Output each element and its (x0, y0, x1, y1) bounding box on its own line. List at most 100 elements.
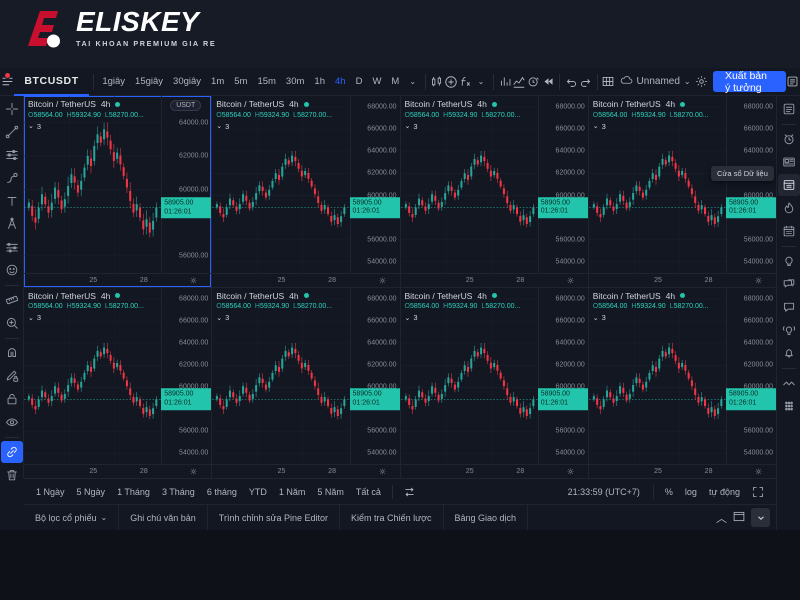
scale-option-%[interactable]: % (664, 486, 673, 497)
timeframe-1m[interactable]: 1m (211, 76, 225, 87)
chart-settings-gear-icon[interactable] (755, 468, 762, 477)
timeframe-4h[interactable]: 4h (334, 76, 346, 87)
timeframe-15giây[interactable]: 15giây (135, 76, 164, 87)
watchlist-icon[interactable] (778, 98, 800, 120)
trash-icon[interactable] (1, 464, 23, 486)
candlestick-plot[interactable] (24, 287, 162, 464)
fib-compass-icon[interactable] (1, 213, 23, 235)
chart-settings-gear-icon[interactable] (755, 277, 762, 286)
timeframe-30m[interactable]: 30m (285, 76, 305, 87)
chart-pane[interactable]: Bitcoin / TetherUS 4h O58564.00 H59324.90 L5… (588, 287, 776, 478)
time-axis[interactable]: 25 28 (212, 464, 400, 478)
trendline-icon[interactable] (1, 121, 23, 143)
calendar-icon[interactable] (778, 220, 800, 242)
time-axis[interactable]: 25 28 (400, 464, 588, 478)
scale-option-tự động[interactable]: tự động (708, 486, 740, 497)
timeframe-M[interactable]: M (391, 76, 400, 87)
range-1-năm[interactable]: 1 Năm (278, 486, 306, 497)
sync-ranges-icon[interactable] (398, 478, 422, 506)
magnet-icon[interactable] (1, 342, 23, 364)
pencil-lock-icon[interactable] (1, 365, 23, 387)
timeframe-30giây[interactable]: 30giây (173, 76, 202, 87)
fullscreen-icon[interactable] (746, 478, 770, 506)
chart-pane[interactable]: Bitcoin / TetherUS 4h O58564.00 H59324.90 L5… (212, 287, 400, 478)
chevron-up-icon[interactable]: ︿ (716, 512, 727, 525)
time-axis[interactable]: 25 28 (212, 272, 400, 287)
add-indicator-plus-icon[interactable] (444, 68, 458, 96)
timeframe-chevron-down-icon[interactable]: ⌄ (409, 77, 417, 86)
timeframe-1giây[interactable]: 1giây (102, 76, 126, 87)
range-1-tháng[interactable]: 1 Tháng (117, 486, 150, 497)
candlestick-plot[interactable] (588, 96, 726, 273)
symbol-search-button[interactable]: BTCUSDT (14, 68, 89, 96)
chart-settings-gear-icon[interactable] (567, 468, 574, 477)
window-icon[interactable] (733, 509, 745, 527)
ideas-bulb-icon[interactable] (778, 250, 800, 272)
chart-pane[interactable]: Bitcoin / TetherUS 4h O58564.00 H59324.90 L5… (400, 287, 588, 478)
price-axis[interactable]: USDT 64000.00 62000.00 60000.00 56000.00 5890… (161, 96, 212, 273)
panel-tab-1[interactable]: Ghi chú văn bản (119, 504, 208, 531)
chat-icon[interactable] (778, 273, 800, 295)
timeframe-15m[interactable]: 15m (257, 76, 276, 87)
time-axis[interactable]: 25 28 (588, 464, 776, 478)
chart-pane[interactable]: Bitcoin / TetherUS 4h O58564.00 H59324.90 L5… (588, 96, 776, 287)
undo-icon[interactable] (564, 68, 578, 96)
text-tool-icon[interactable] (1, 190, 23, 212)
candlestick-plot[interactable] (212, 96, 350, 273)
chart-pane[interactable]: Bitcoin / TetherUS 4h O58564.00 H59324.90 L5… (24, 96, 212, 287)
dots-grid-icon[interactable] (778, 395, 800, 417)
panel-tab-2[interactable]: Trình chỉnh sửa Pine Editor (208, 504, 341, 531)
candlestick-plot[interactable] (400, 287, 538, 464)
range-ytd[interactable]: YTD (248, 486, 267, 497)
range-tất-cả[interactable]: Tất cả (355, 486, 381, 497)
timeframe-5m[interactable]: 5m (234, 76, 248, 87)
range-5-năm[interactable]: 5 Năm (317, 486, 344, 497)
alarm-clock-icon[interactable] (778, 128, 800, 150)
horizontal-lines-icon[interactable] (1, 144, 23, 166)
price-axis[interactable]: 68000.0066000.0064000.0062000.0060000.00… (726, 96, 776, 273)
layout-name-button[interactable]: Unnamed ⌄ (616, 75, 695, 88)
data-window-icon[interactable] (777, 174, 800, 196)
hotlist-flame-icon[interactable] (778, 197, 800, 219)
candlestick-plot[interactable] (24, 96, 162, 273)
range-6-tháng[interactable]: 6 tháng (206, 486, 237, 497)
chart-settings-gear-icon[interactable] (190, 277, 197, 286)
candlestick-plot[interactable] (400, 96, 538, 273)
time-axis[interactable]: 25 28 (400, 272, 588, 287)
scale-option-log[interactable]: log (684, 486, 697, 497)
zoom-in-icon[interactable] (1, 312, 23, 334)
replay-icon[interactable] (541, 68, 555, 96)
chart-pane[interactable]: Bitcoin / TetherUS 4h O58564.00 H59324.90 L5… (212, 96, 400, 287)
crosshair-icon[interactable] (1, 98, 23, 120)
redo-icon[interactable] (578, 68, 592, 96)
timeframe-1h[interactable]: 1h (314, 76, 325, 87)
time-axis[interactable]: 25 28 (24, 464, 212, 478)
ruler-icon[interactable] (1, 289, 23, 311)
chart-pane[interactable]: Bitcoin / TetherUS 4h O58564.00 H59324.90 L5… (24, 287, 212, 478)
layout-grid-icon[interactable] (601, 68, 615, 96)
chart-settings-gear-icon[interactable] (379, 468, 386, 477)
time-axis[interactable]: 25 28 (24, 272, 212, 287)
indicators-fx-icon[interactable] (458, 68, 472, 96)
broadcast-bulb-icon[interactable] (778, 319, 800, 341)
chevrons-icon[interactable] (778, 372, 800, 394)
chart-pane[interactable]: Bitcoin / TetherUS 4h O58564.00 H59324.90 L5… (400, 96, 588, 287)
brush-icon[interactable] (1, 167, 23, 189)
lock-icon[interactable] (1, 388, 23, 410)
candlestick-plot[interactable] (212, 287, 350, 464)
publish-idea-button[interactable]: Xuất bản ý tưởng (712, 70, 786, 94)
gear-icon[interactable] (695, 68, 709, 96)
range-5-ngày[interactable]: 5 Ngày (76, 486, 106, 497)
candlestick-plot[interactable] (588, 287, 726, 464)
range-3-tháng[interactable]: 3 Tháng (161, 486, 195, 497)
panel-tab-3[interactable]: Kiểm tra Chiến lược (340, 504, 444, 531)
panel-tab-4[interactable]: Bảng Giao dịch (444, 504, 529, 531)
chart-settings-gear-icon[interactable] (379, 277, 386, 286)
patterns-icon[interactable] (1, 236, 23, 258)
